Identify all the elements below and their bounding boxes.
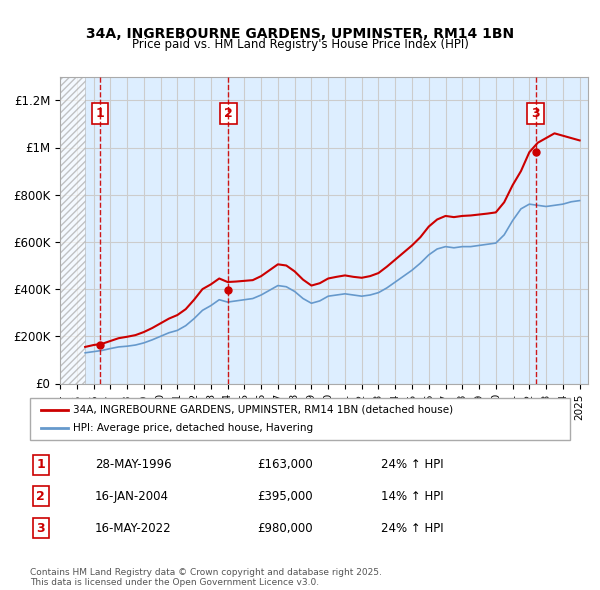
- Text: HPI: Average price, detached house, Havering: HPI: Average price, detached house, Have…: [73, 423, 313, 433]
- Text: 14% ↑ HPI: 14% ↑ HPI: [381, 490, 443, 503]
- Text: 34A, INGREBOURNE GARDENS, UPMINSTER, RM14 1BN (detached house): 34A, INGREBOURNE GARDENS, UPMINSTER, RM1…: [73, 405, 454, 415]
- Text: 16-MAY-2022: 16-MAY-2022: [95, 522, 172, 535]
- Text: 16-JAN-2004: 16-JAN-2004: [95, 490, 169, 503]
- Text: 28-MAY-1996: 28-MAY-1996: [95, 458, 172, 471]
- Text: 34A, INGREBOURNE GARDENS, UPMINSTER, RM14 1BN: 34A, INGREBOURNE GARDENS, UPMINSTER, RM1…: [86, 27, 514, 41]
- FancyBboxPatch shape: [30, 398, 570, 440]
- Text: 2: 2: [224, 107, 233, 120]
- Text: Contains HM Land Registry data © Crown copyright and database right 2025.
This d: Contains HM Land Registry data © Crown c…: [30, 568, 382, 587]
- Text: £980,000: £980,000: [257, 522, 313, 535]
- Text: 2: 2: [37, 490, 45, 503]
- Text: £163,000: £163,000: [257, 458, 313, 471]
- Text: Price paid vs. HM Land Registry's House Price Index (HPI): Price paid vs. HM Land Registry's House …: [131, 38, 469, 51]
- Text: 1: 1: [37, 458, 45, 471]
- Text: 24% ↑ HPI: 24% ↑ HPI: [381, 458, 443, 471]
- Text: 3: 3: [37, 522, 45, 535]
- Bar: [60, 77, 85, 384]
- Text: £395,000: £395,000: [257, 490, 313, 503]
- Text: 3: 3: [531, 107, 540, 120]
- Text: 1: 1: [96, 107, 104, 120]
- Text: 24% ↑ HPI: 24% ↑ HPI: [381, 522, 443, 535]
